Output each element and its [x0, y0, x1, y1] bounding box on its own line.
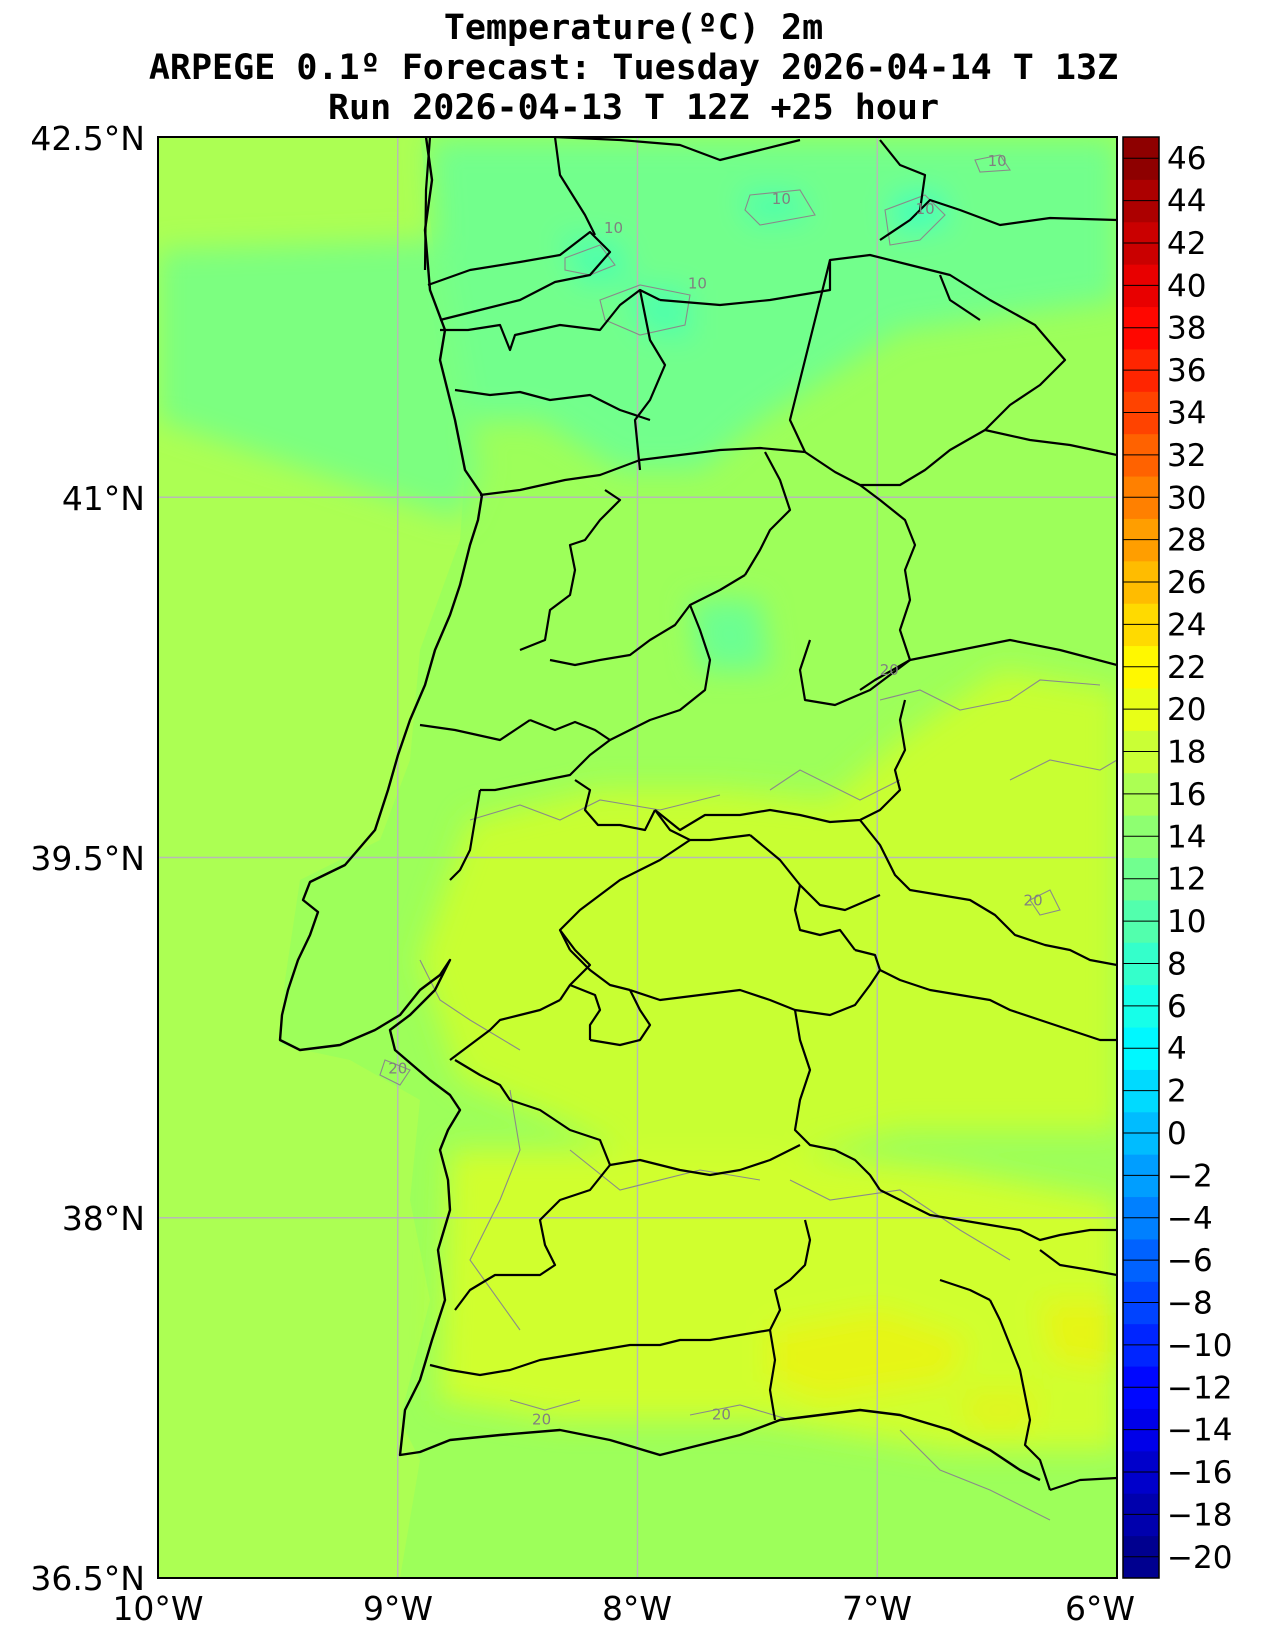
- coastline: [278, 137, 1041, 1482]
- contour-label: 20: [1024, 892, 1043, 910]
- isotherms: [379, 154, 1117, 1521]
- colorbar-tick-label: 46: [1167, 141, 1206, 177]
- contour-label: 10: [688, 274, 707, 292]
- district-borders: [419, 137, 1117, 1492]
- contour-label: 10: [604, 219, 623, 237]
- colorbar-tick-label: −16: [1167, 1455, 1232, 1491]
- gridlines: [158, 137, 1117, 1578]
- warm-center: [420, 670, 1117, 1160]
- lon-tick-label: 6°W: [1065, 1589, 1135, 1628]
- colorbar-tick-label: −4: [1167, 1201, 1213, 1237]
- latitude-tick-labels: 42.5°N 41°N 39.5°N 38°N 36.5°N: [30, 119, 145, 1598]
- warm-hot-1: [770, 1310, 970, 1400]
- colorbar-tick-label: 2: [1167, 1074, 1187, 1110]
- lat-tick-label: 41°N: [62, 479, 145, 518]
- colorbar-tick-label: 24: [1167, 607, 1206, 643]
- title-line-2: ARPEGE 0.1º Forecast: Tuesday 2026-04-14…: [148, 48, 1119, 88]
- colorbar-tick-label: −20: [1167, 1540, 1232, 1576]
- colorbar-tick-label: 32: [1167, 438, 1206, 474]
- map-frame: [157, 136, 1118, 1579]
- colorbar-tick-label: 28: [1167, 523, 1206, 559]
- colorbar-tick-label: 26: [1167, 565, 1206, 601]
- colorbar-frame: [1122, 136, 1160, 1579]
- cold-peak-3: [740, 190, 810, 225]
- warm-hot-2: [1040, 1300, 1117, 1370]
- contour-label: 20: [532, 1410, 551, 1428]
- colorbar-tick-label: 38: [1167, 311, 1206, 347]
- lat-tick-label: 36.5°N: [30, 1559, 145, 1598]
- colorbar-tick-label: 8: [1167, 946, 1187, 982]
- longitude-tick-labels: 10°W 9°W 8°W 7°W 6°W: [112, 1589, 1135, 1628]
- title-line-3: Run 2026-04-13 T 12Z +25 hour: [327, 88, 940, 128]
- contour-label: 10: [772, 190, 791, 208]
- colorbar-ticks: 4644424038363432302826242220181614121086…: [1123, 141, 1232, 1576]
- colorbar: 4644424038363432302826242220181614121086…: [1122, 136, 1232, 1579]
- colorbar-tick-label: −10: [1167, 1328, 1232, 1364]
- contour-labels: 10 10 10 10 10 20 20 20 20 20: [388, 152, 1042, 1428]
- lon-tick-label: 8°W: [602, 1589, 672, 1628]
- colorbar-tick-label: −18: [1167, 1497, 1232, 1533]
- colorbar-tick-label: 20: [1167, 692, 1206, 728]
- colorbar-tick-label: 40: [1167, 268, 1206, 304]
- colorbar-tick-label: 6: [1167, 989, 1187, 1025]
- contour-label: 20: [880, 661, 899, 679]
- colorbar-tick-label: 14: [1167, 819, 1206, 855]
- colorbar-tick-label: −12: [1167, 1370, 1232, 1406]
- contour-label: 10: [916, 200, 935, 218]
- colorbar-tick-label: 42: [1167, 226, 1206, 262]
- colorbar-tick-label: 12: [1167, 862, 1206, 898]
- lon-tick-label: 7°W: [842, 1589, 912, 1628]
- colorbar-tick-label: 36: [1167, 353, 1206, 389]
- contour-label: 20: [712, 1405, 731, 1423]
- colorbar-tick-label: 22: [1167, 650, 1206, 686]
- colorbar-tick-label: 18: [1167, 735, 1206, 771]
- colorbar-tick-label: −8: [1167, 1286, 1213, 1322]
- colorbar-tick-label: 10: [1167, 904, 1206, 940]
- colorbar-tick-label: 34: [1167, 395, 1206, 431]
- cold-peak-2: [630, 285, 690, 340]
- colorbar-tick-label: −2: [1167, 1158, 1213, 1194]
- contour-label: 20: [388, 1060, 407, 1078]
- colorbar-tick-label: −6: [1167, 1243, 1213, 1279]
- colorbar-tick-label: −14: [1167, 1413, 1232, 1449]
- colorbar-tick-label: 0: [1167, 1116, 1187, 1152]
- lat-tick-label: 39.5°N: [30, 839, 145, 878]
- map-panel: 10 10 10 10 10 20 20 20 20 20: [158, 137, 1117, 1578]
- lon-tick-label: 9°W: [363, 1589, 433, 1628]
- colorbar-bands: [1123, 137, 1159, 1579]
- lat-tick-label: 42.5°N: [30, 119, 145, 158]
- lat-tick-label: 38°N: [62, 1199, 145, 1238]
- contour-label: 10: [988, 152, 1007, 170]
- title-line-1: Temperature(ºC) 2m: [443, 8, 824, 48]
- colorbar-tick-label: 16: [1167, 777, 1206, 813]
- colorbar-tick-label: 44: [1167, 184, 1206, 220]
- cool-west-strip: [158, 240, 480, 520]
- colorbar-tick-label: 4: [1167, 1031, 1187, 1067]
- colorbar-tick-label: 30: [1167, 480, 1206, 516]
- cold-estrela: [690, 600, 770, 670]
- warm-hot-3: [960, 1390, 1040, 1430]
- lon-tick-label: 10°W: [112, 1589, 203, 1628]
